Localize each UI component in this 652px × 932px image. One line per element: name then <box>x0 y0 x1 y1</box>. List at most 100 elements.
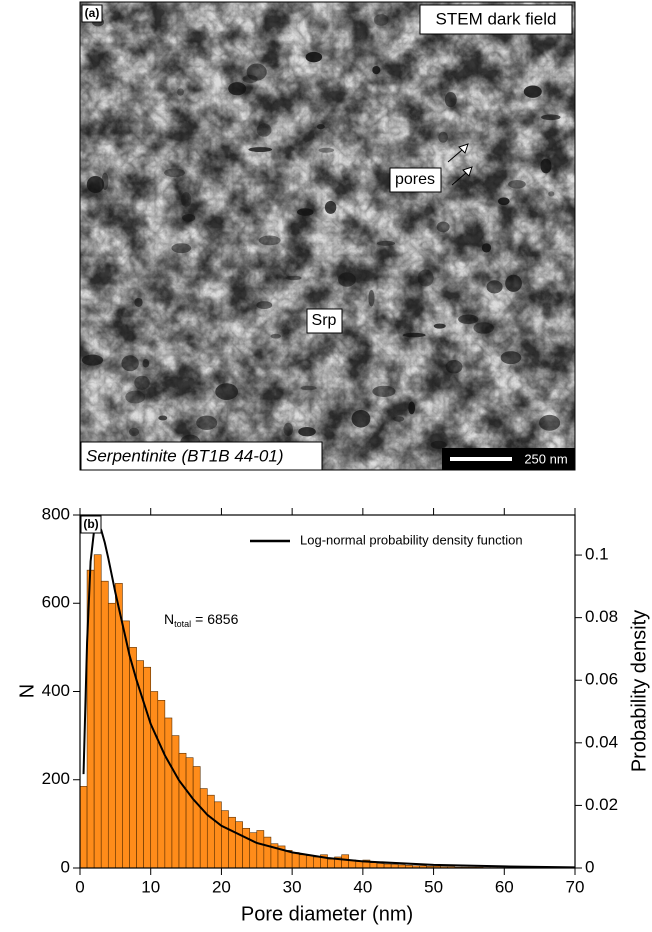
sample-label: Serpentinite (BT1B 44-01) <box>86 446 284 465</box>
pore-blob <box>438 131 448 143</box>
label-box <box>80 441 323 471</box>
bar <box>206 794 215 869</box>
x-tick-label: 40 <box>353 877 372 896</box>
bar <box>235 821 243 869</box>
pore-blob <box>372 65 381 75</box>
x-tick-label: 60 <box>495 877 514 896</box>
bar <box>291 852 300 869</box>
bar <box>249 832 258 869</box>
pore-blob <box>177 88 184 96</box>
pore-blob <box>164 168 185 178</box>
y2-tick-label: 0.04 <box>585 732 618 751</box>
y2-tick-label: 0 <box>585 857 594 876</box>
pore-blob <box>121 355 139 372</box>
pore-blob <box>158 415 168 421</box>
bar <box>214 801 222 869</box>
pore-blob <box>445 360 463 374</box>
pore-blob <box>134 375 150 390</box>
y-tick-label: 800 <box>42 504 70 523</box>
arrows <box>447 143 473 186</box>
bar <box>263 836 272 869</box>
y-tick-label: 600 <box>42 593 70 612</box>
pore-blob <box>473 322 494 334</box>
pore-blob <box>540 158 552 174</box>
pore-blob <box>368 289 375 307</box>
pore-blob <box>86 176 105 194</box>
x-tick-label: 50 <box>424 877 443 896</box>
pore-blob <box>171 243 192 253</box>
label-box <box>80 515 102 534</box>
bar <box>313 856 321 869</box>
pore-blob <box>285 275 302 281</box>
micrograph <box>79 1 576 471</box>
pore-blob <box>125 390 146 404</box>
pore-blob <box>142 359 150 368</box>
bar <box>171 735 180 869</box>
x-tick-label: 0 <box>75 877 84 896</box>
y-tick-label: 0 <box>61 857 70 876</box>
pore-blob <box>134 297 143 307</box>
bar <box>305 855 314 869</box>
bar <box>185 757 194 869</box>
pore-blob <box>498 197 510 206</box>
histogram-chart: Log-normal probability density function 0… <box>42 504 618 896</box>
pore-blob <box>324 200 337 214</box>
bar <box>115 583 123 869</box>
pore-blob <box>458 314 479 325</box>
annotation-main: N <box>164 611 174 627</box>
panel-label: (a) <box>85 6 100 20</box>
bar <box>242 827 251 869</box>
label-box <box>306 308 343 334</box>
pore-blob <box>305 51 323 63</box>
pore-blob <box>376 240 396 246</box>
pore-blob <box>300 385 317 391</box>
annotation-sub: total <box>174 619 191 629</box>
pore-blob <box>373 14 389 26</box>
pore-blob <box>408 401 416 415</box>
bar <box>192 766 201 869</box>
y2-axis-label: Probability density <box>628 610 650 772</box>
y2-tick-label: 0.08 <box>585 607 618 626</box>
label-box <box>419 4 573 35</box>
bar <box>143 666 152 869</box>
pore-blob <box>81 354 104 366</box>
bar <box>107 602 116 869</box>
pore-blob <box>318 147 335 153</box>
x-tick-label: 70 <box>566 877 585 896</box>
x-tick-label: 20 <box>212 877 231 896</box>
pore-blob <box>181 192 192 207</box>
pore-blob <box>182 213 196 222</box>
label-box <box>81 4 103 23</box>
bar <box>178 752 187 869</box>
panel-label: (b) <box>83 517 98 531</box>
x-axis-label: Pore diameter (nm) <box>241 903 413 925</box>
pore-blob <box>508 179 526 189</box>
y2-tick-label: 0.06 <box>585 670 618 689</box>
pore-blob <box>246 63 267 81</box>
pore-blob <box>228 82 247 96</box>
pore-blob <box>402 332 426 338</box>
pore-blob <box>196 415 218 431</box>
bar <box>256 830 265 869</box>
pore-blob <box>486 280 503 294</box>
bar <box>157 700 166 869</box>
pore-blob <box>351 409 371 428</box>
y-tick-label: 200 <box>42 769 70 788</box>
bar <box>199 788 208 869</box>
bar <box>100 580 109 869</box>
mineral-label: Srp <box>312 312 337 329</box>
pore-blob <box>248 147 273 153</box>
bar <box>164 717 173 869</box>
pore-blob <box>297 208 314 216</box>
pore-blob <box>417 269 434 287</box>
bar <box>150 691 159 869</box>
pore-blob <box>505 274 522 292</box>
x-tick-label: 30 <box>283 877 302 896</box>
pore-blob <box>101 172 109 190</box>
mode-label: STEM dark field <box>436 9 557 28</box>
bar <box>355 861 364 869</box>
scale-bar-label: 250 nm <box>524 451 567 466</box>
pore-blob <box>538 414 561 431</box>
pore-blob <box>436 221 450 233</box>
